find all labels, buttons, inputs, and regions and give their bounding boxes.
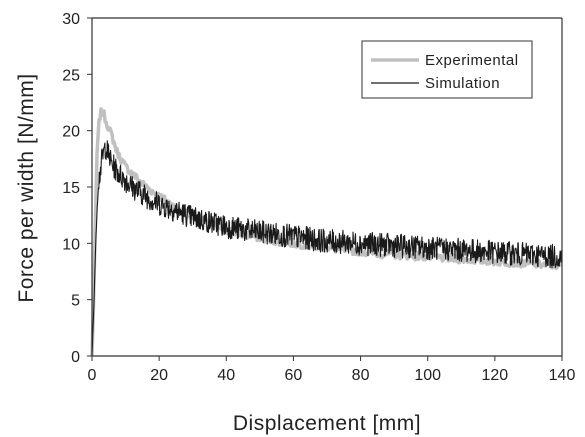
x-tick-label: 0 (88, 367, 97, 384)
y-axis-title: Force per width [N/mm] (15, 73, 38, 302)
plot-area: 0 20 40 60 80 100 120 140 0 5 10 15 20 25 30 (62, 11, 575, 384)
x-axis-title: Displacement [mm] (233, 412, 421, 435)
x-ticks: 0 20 40 60 80 100 120 140 (88, 356, 576, 384)
y-tick-label: 20 (62, 124, 80, 141)
legend-box (361, 40, 533, 99)
x-tick-label: 120 (482, 367, 509, 384)
legend: Experimental Simulation (361, 40, 533, 99)
y-tick-label: 25 (62, 67, 80, 84)
x-tick-label: 80 (352, 367, 370, 384)
x-tick-label: 40 (217, 367, 235, 384)
y-tick-label: 5 (71, 293, 80, 310)
series-line-simulation (91, 140, 563, 355)
y-ticks: 0 5 10 15 20 25 30 (62, 11, 92, 366)
legend-label-simulation: Simulation (425, 75, 500, 92)
legend-label-experimental: Experimental (425, 52, 519, 69)
y-tick-label: 10 (62, 236, 80, 253)
y-tick-label: 30 (62, 11, 80, 28)
x-tick-label: 140 (549, 367, 576, 384)
x-tick-label: 60 (285, 367, 303, 384)
x-tick-label: 100 (414, 367, 441, 384)
series-layer (90, 107, 563, 356)
y-tick-label: 0 (71, 349, 80, 366)
x-tick-label: 20 (150, 367, 168, 384)
y-tick-label: 15 (62, 180, 80, 197)
series-line-experimental (90, 107, 563, 356)
